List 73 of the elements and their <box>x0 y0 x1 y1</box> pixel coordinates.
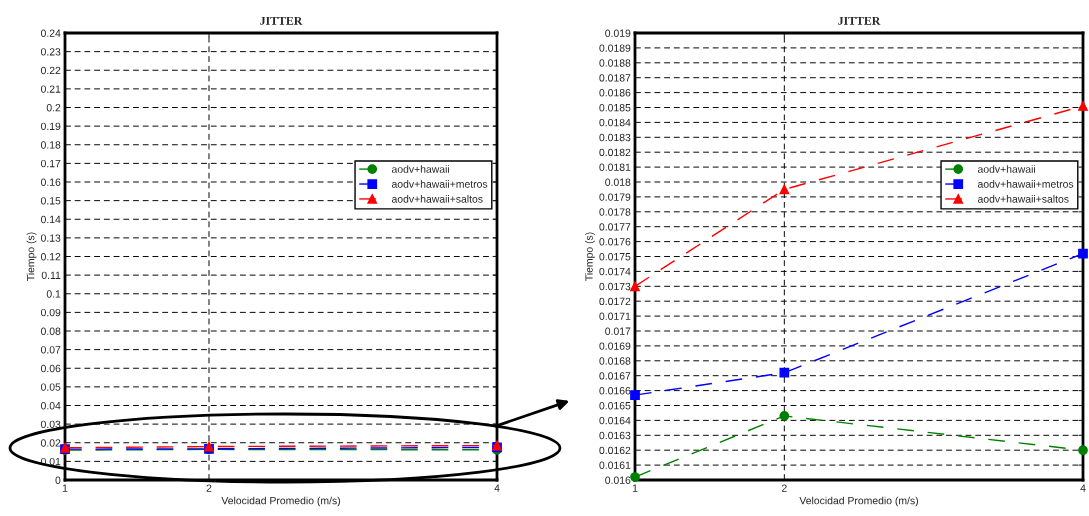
y-tick-label: 0.0161 <box>599 461 631 469</box>
y-tick-label: 0.0167 <box>599 372 631 380</box>
legend-label: aodv+hawaii+saltos <box>391 195 483 203</box>
y-tick-label: 0.0189 <box>599 44 631 52</box>
y-tick-label: 0.15 <box>40 197 61 205</box>
y-tick-label: 0.0174 <box>599 267 631 276</box>
legend-label: aodv+hawaii+metros <box>391 180 488 188</box>
y-tick-label: 0.23 <box>40 48 61 56</box>
y-tick-label: 0.12 <box>40 253 61 261</box>
y-tick-label: 0.0163 <box>599 431 631 440</box>
legend-label: aodv+hawaii <box>977 165 1036 173</box>
y-axis-title: Tiempo (s) <box>26 232 37 281</box>
y-tick-label: 0.0183 <box>599 133 631 142</box>
chart-title: JITTER <box>838 16 881 25</box>
x-axis-title: Velocidad Promedio (m/s) <box>799 496 918 507</box>
y-tick-label: 0.03 <box>40 420 61 428</box>
y-tick-label: 0.0175 <box>599 253 631 261</box>
y-tick-label: 0.08 <box>40 327 61 335</box>
legend-label: aodv+hawaii+saltos <box>977 195 1069 203</box>
y-tick-label: 0.0166 <box>599 387 631 395</box>
y-tick-label: 0.07 <box>40 346 61 354</box>
y-tick-label: 0.2 <box>46 104 61 112</box>
y-tick-label: 0.0168 <box>599 357 631 365</box>
y-tick-label: 0.05 <box>40 383 61 391</box>
x-tick-label: 1 <box>632 484 638 492</box>
y-tick-label: 0.14 <box>40 215 61 224</box>
y-tick-label: 0.0169 <box>599 342 631 350</box>
y-tick-label: 0.02 <box>40 439 61 447</box>
y-tick-label: 0.0182 <box>599 148 631 157</box>
y-tick-label: 0.0164 <box>599 416 631 425</box>
y-tick-label: 0.0165 <box>599 402 631 410</box>
y-tick-label: 0.22 <box>40 66 61 75</box>
y-tick-label: 0.0179 <box>599 193 631 201</box>
y-tick-label: 0.0181 <box>599 163 631 171</box>
y-tick-label: 0.019 <box>605 29 631 37</box>
y-tick-label: 0.13 <box>40 234 61 242</box>
y-tick-label: 0.0188 <box>599 59 631 67</box>
y-tick-label: 0.04 <box>40 402 61 410</box>
y-tick-label: 0.0177 <box>599 223 631 231</box>
legend-label: aodv+hawaii+metros <box>977 180 1074 188</box>
y-tick-label: 0.19 <box>40 122 61 130</box>
y-tick-label: 0.016 <box>605 476 631 484</box>
y-tick-label: 0.0185 <box>599 104 631 112</box>
chart-title: JITTER <box>260 16 303 25</box>
y-tick-label: 0.21 <box>40 85 61 93</box>
y-tick-label: 0.18 <box>40 141 61 149</box>
x-tick-label: 2 <box>781 484 787 492</box>
x-tick-label: 4 <box>1080 484 1086 492</box>
y-tick-label: 0.0178 <box>599 208 631 216</box>
y-tick-label: 0.0172 <box>599 297 631 306</box>
y-tick-label: 0.0162 <box>599 446 631 455</box>
y-tick-label: 0.018 <box>605 178 631 186</box>
y-tick-label: 0.0187 <box>599 74 631 82</box>
y-tick-label: 0.06 <box>40 364 61 373</box>
y-tick-label: 0.09 <box>40 308 61 317</box>
y-tick-label: 0.0176 <box>599 238 631 246</box>
y-tick-label: 0.017 <box>605 327 631 335</box>
x-axis-title: Velocidad Promedio (m/s) <box>221 496 340 507</box>
y-axis-title: Tiempo (s) <box>585 232 595 281</box>
y-tick-label: 0 <box>55 476 61 484</box>
x-tick-label: 1 <box>62 484 68 492</box>
x-tick-label: 2 <box>206 484 212 492</box>
y-tick-label: 0.0186 <box>599 89 631 97</box>
y-tick-label: 0.16 <box>40 178 61 186</box>
legend-label: aodv+hawaii <box>391 165 450 173</box>
y-tick-label: 0.17 <box>40 159 61 168</box>
y-tick-label: 0.0184 <box>599 118 631 127</box>
y-tick-label: 0.24 <box>40 29 61 37</box>
x-tick-label: 4 <box>494 484 500 492</box>
y-tick-label: 0.1 <box>46 290 61 298</box>
y-tick-label: 0.11 <box>41 271 61 279</box>
y-tick-label: 0.0173 <box>599 282 631 291</box>
y-tick-label: 0.0171 <box>599 312 631 320</box>
